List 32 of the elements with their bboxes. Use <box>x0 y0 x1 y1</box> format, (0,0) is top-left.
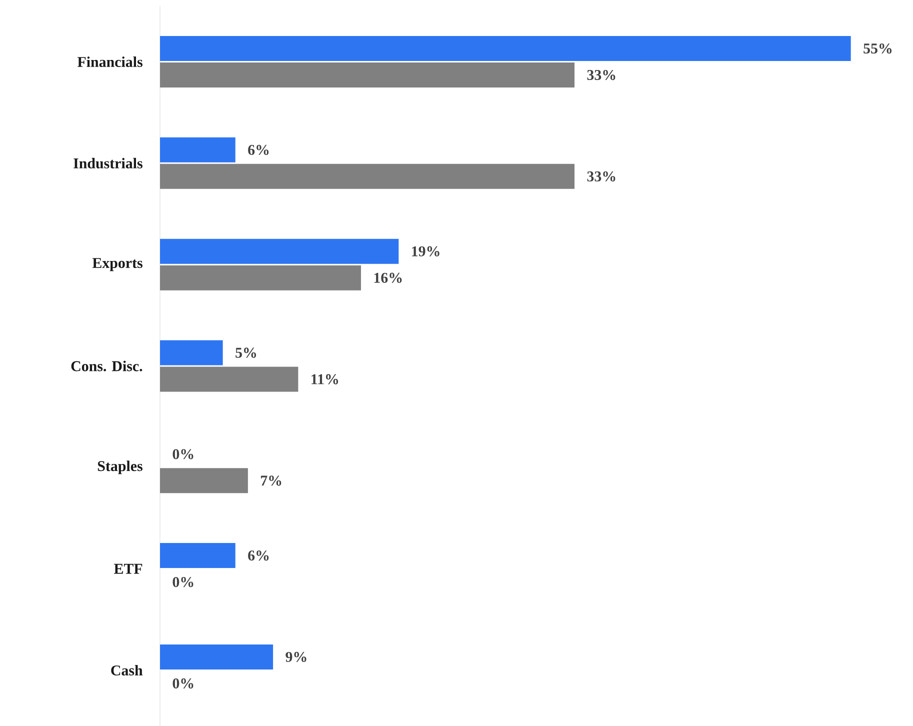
y-tick-label: Financials <box>77 56 142 68</box>
bar <box>160 62 575 88</box>
data-label: 5% <box>236 348 256 358</box>
data-label: 6% <box>248 550 269 561</box>
data-label: 19% <box>412 246 440 256</box>
bar <box>160 137 236 162</box>
bar <box>160 238 399 264</box>
data-label: 33% <box>587 70 616 80</box>
y-tick-label: Cash <box>111 664 143 676</box>
data-label: 16% <box>374 272 402 283</box>
bar <box>160 543 236 568</box>
data-label: 6% <box>248 144 269 155</box>
data-label: 55% <box>864 43 892 54</box>
data-label: 9% <box>286 652 306 662</box>
bar <box>160 340 223 366</box>
data-label: 0% <box>172 576 194 588</box>
bar <box>160 644 274 670</box>
bar <box>160 366 298 392</box>
data-label: 0% <box>172 678 194 689</box>
y-tick-label: Staples <box>98 460 142 474</box>
y-tick-label: ETF <box>114 564 142 574</box>
bar <box>160 164 575 189</box>
data-label: 33% <box>587 171 616 182</box>
y-tick-label: Cons. Disc. <box>71 360 142 372</box>
bar <box>160 468 248 494</box>
bar <box>160 265 361 290</box>
data-label: 0% <box>172 449 194 460</box>
data-label: 11% <box>312 374 338 384</box>
data-label: 7% <box>260 476 282 486</box>
y-tick-label: Exports <box>92 258 142 272</box>
y-tick-label: Industrials <box>74 158 142 168</box>
bar <box>160 36 851 62</box>
